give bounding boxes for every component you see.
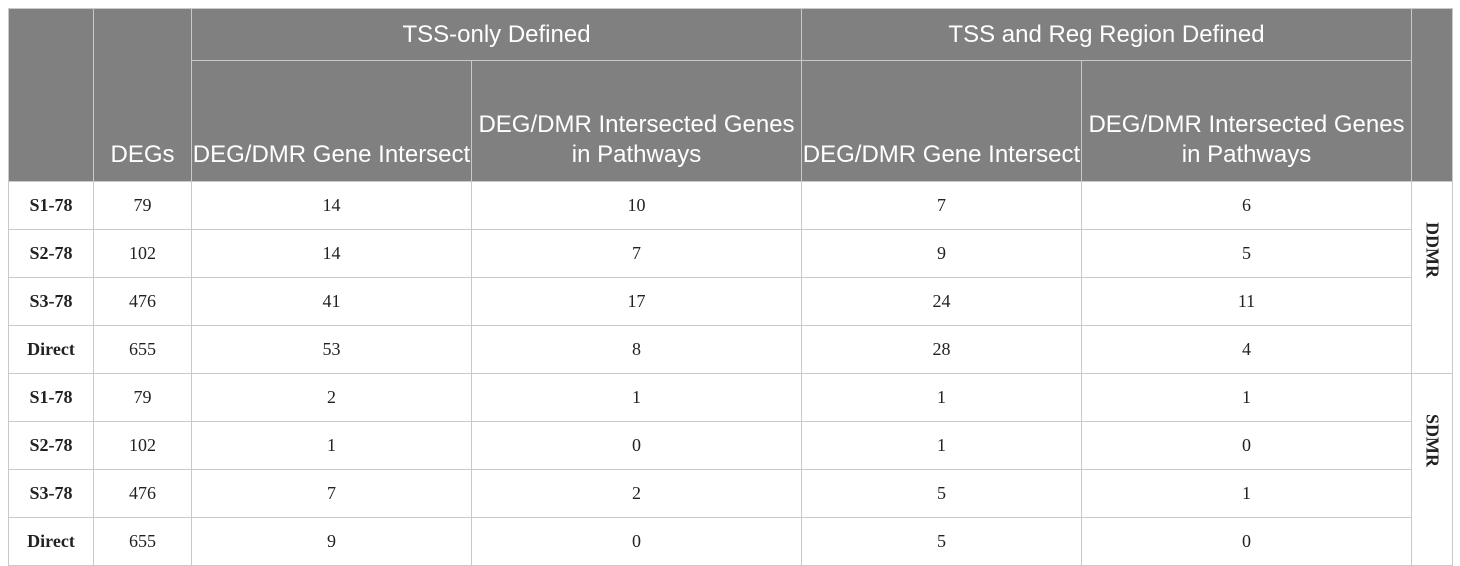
- value-cell: 1: [801, 373, 1082, 422]
- section-label-ddmr: DDMR: [1411, 181, 1454, 374]
- value-cell: 2: [471, 469, 802, 518]
- value-cell: 14: [191, 181, 472, 230]
- value-cell: 2: [191, 373, 472, 422]
- value-cell: 14: [191, 229, 472, 278]
- value-cell: 1: [1080, 373, 1413, 422]
- value-cell: 7: [801, 181, 1082, 230]
- row-label: S3-78: [8, 277, 94, 326]
- value-cell: 4: [1080, 325, 1413, 374]
- degs-cell: 655: [93, 325, 192, 374]
- degs-cell: 79: [93, 181, 192, 230]
- value-cell: 0: [1080, 517, 1413, 566]
- row-label: Direct: [8, 517, 94, 566]
- degs-cell: 79: [93, 373, 192, 422]
- value-cell: 0: [1080, 421, 1413, 470]
- value-cell: 9: [801, 229, 1082, 278]
- table-row: Direct 655 53 8 28 4: [8, 325, 1453, 374]
- table-row: S2-78 102 14 7 9 5: [8, 229, 1453, 278]
- header-row-subcols: DEG/DMR Gene Intersect DEG/DMR Intersect…: [9, 60, 1453, 182]
- results-table: DEGs TSS-only Defined TSS and Reg Region…: [8, 8, 1454, 566]
- value-cell: 9: [191, 517, 472, 566]
- degs-cell: 655: [93, 517, 192, 566]
- row-label: S2-78: [8, 421, 94, 470]
- row-label: S3-78: [8, 469, 94, 518]
- header-subcol: DEG/DMR Gene Intersect: [191, 60, 472, 182]
- degs-cell: 476: [93, 469, 192, 518]
- value-cell: 1: [471, 373, 802, 422]
- value-cell: 7: [471, 229, 802, 278]
- table-row: S2-78 102 1 0 1 0: [8, 421, 1453, 470]
- header-group-tss-only: TSS-only Defined: [191, 8, 802, 61]
- row-label: S1-78: [8, 181, 94, 230]
- value-cell: 5: [1080, 229, 1413, 278]
- degs-cell: 102: [93, 229, 192, 278]
- degs-cell: 102: [93, 421, 192, 470]
- value-cell: 41: [191, 277, 472, 326]
- value-cell: 17: [471, 277, 802, 326]
- section-label-sdmr: SDMR: [1411, 373, 1454, 566]
- table-header: DEGs TSS-only Defined TSS and Reg Region…: [8, 8, 1454, 182]
- value-cell: 5: [801, 469, 1082, 518]
- row-label: S1-78: [8, 373, 94, 422]
- value-cell: 0: [471, 421, 802, 470]
- value-cell: 6: [1080, 181, 1413, 230]
- header-subcol: DEG/DMR Intersected Genes in Pathways: [1080, 60, 1413, 182]
- table-row: S1-78 79 14 10 7 6 DDMR: [8, 181, 1454, 374]
- table-row: S3-78 476 41 17 24 11: [8, 277, 1453, 326]
- value-cell: 11: [1080, 277, 1413, 326]
- header-degs: DEGs: [93, 8, 192, 182]
- value-cell: 10: [471, 181, 802, 230]
- value-cell: 8: [471, 325, 802, 374]
- value-cell: 1: [1080, 469, 1413, 518]
- section-label-text: SDMR: [1422, 414, 1443, 467]
- row-label: S2-78: [8, 229, 94, 278]
- table-body: S1-78 79 14 10 7 6 DDMR S2-78 102 14 7 9…: [8, 181, 1454, 566]
- section-label-text: DDMR: [1422, 222, 1443, 278]
- header-corner-right: [1411, 8, 1454, 182]
- degs-cell: 476: [93, 277, 192, 326]
- value-cell: 53: [191, 325, 472, 374]
- header-subcol: DEG/DMR Intersected Genes in Pathways: [471, 60, 802, 182]
- header-group-tss-reg: TSS and Reg Region Defined: [800, 8, 1413, 61]
- value-cell: 0: [471, 517, 802, 566]
- value-cell: 1: [801, 421, 1082, 470]
- row-label: Direct: [8, 325, 94, 374]
- table-row: Direct 655 9 0 5 0: [8, 517, 1453, 566]
- value-cell: 1: [191, 421, 472, 470]
- header-corner-cell: [8, 8, 94, 182]
- table-row: S1-78 79 2 1 1 1 SDMR: [8, 373, 1454, 566]
- table-row: S3-78 476 7 2 5 1: [8, 469, 1453, 518]
- header-subcol: DEG/DMR Gene Intersect: [801, 60, 1082, 182]
- value-cell: 7: [191, 469, 472, 518]
- value-cell: 24: [801, 277, 1082, 326]
- value-cell: 28: [801, 325, 1082, 374]
- header-row-groups: DEGs TSS-only Defined TSS and Reg Region…: [8, 8, 1454, 182]
- value-cell: 5: [801, 517, 1082, 566]
